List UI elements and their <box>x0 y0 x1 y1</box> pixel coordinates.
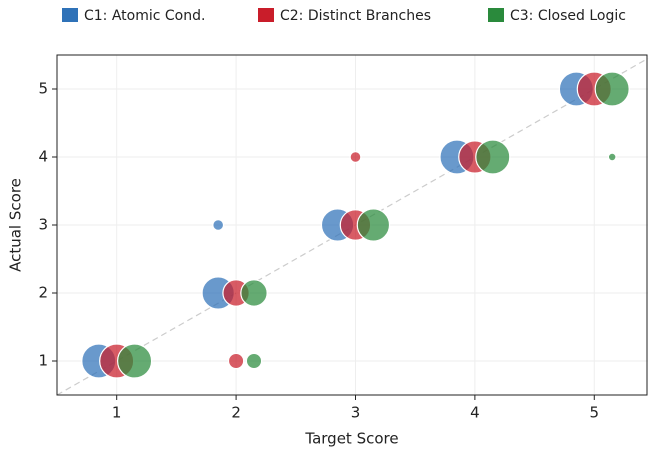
bubble <box>245 352 263 370</box>
legend-text: C2: Distinct Branches <box>280 8 431 24</box>
legend-swatch <box>258 8 274 22</box>
x-tick-label: 2 <box>231 404 241 422</box>
bubble <box>240 279 268 307</box>
y-tick-label: 5 <box>38 80 48 98</box>
y-tick-label: 3 <box>38 216 48 234</box>
x-tick-label: 1 <box>112 404 122 422</box>
bubble <box>475 139 511 175</box>
y-tick-label: 2 <box>38 284 48 302</box>
bubble <box>607 152 617 162</box>
x-tick-label: 4 <box>470 404 480 422</box>
plot-frame <box>56 54 648 396</box>
x-axis-label: Target Score <box>304 430 398 448</box>
legend-swatch <box>62 8 78 22</box>
legend-swatch <box>488 8 504 22</box>
legend-text: C3: Closed Logic <box>510 8 626 24</box>
y-tick-label: 1 <box>38 352 48 370</box>
x-tick-label: 3 <box>351 404 361 422</box>
bubble <box>349 151 362 163</box>
bubble <box>594 71 630 107</box>
y-axis-label: Actual Score <box>7 178 25 272</box>
bubble <box>212 219 225 231</box>
bubble <box>356 208 391 242</box>
legend-text: C1: Atomic Cond. <box>84 8 205 24</box>
bubble <box>117 343 153 379</box>
x-tick-label: 5 <box>589 404 599 422</box>
y-tick-label: 4 <box>38 148 48 166</box>
bubble <box>227 352 245 370</box>
